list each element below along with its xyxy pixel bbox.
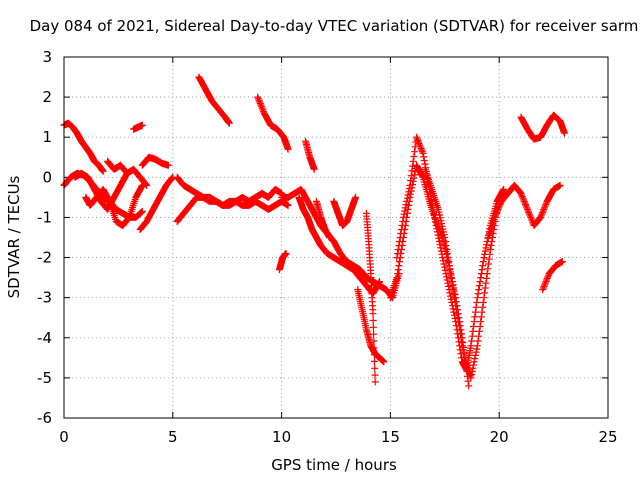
y-axis-label: SDTVAR / TECUs — [5, 175, 23, 298]
plus-markers — [278, 185, 403, 302]
series-arc-z — [539, 258, 566, 294]
series-arc-p — [302, 137, 318, 173]
series-arc-h — [138, 153, 172, 169]
x-tick-label: 25 — [598, 428, 617, 446]
x-tick-label: 5 — [168, 428, 178, 446]
series-arc-x — [484, 181, 564, 241]
plus-markers — [363, 209, 379, 386]
series-arc-i — [173, 193, 292, 225]
plus-markers — [138, 153, 172, 169]
series-arc-g — [136, 173, 177, 233]
series-arc-w — [421, 165, 501, 382]
y-tick-label: 2 — [42, 88, 52, 106]
series-arc-e — [104, 157, 151, 189]
x-axis-label: GPS time / hours — [271, 456, 397, 474]
series-arc-r — [330, 193, 360, 229]
data-points — [60, 73, 568, 390]
plus-markers — [130, 121, 146, 133]
y-tick-labels: -6 -5 -4 -3 -2 -1 0 1 2 3 — [37, 48, 52, 427]
plus-markers — [173, 173, 286, 209]
x-tick-label: 15 — [381, 428, 400, 446]
series-arc-l — [254, 93, 292, 153]
series-arc-y — [517, 111, 568, 143]
plus-markers — [82, 181, 146, 229]
y-tick-label: -6 — [37, 409, 52, 427]
series-arc-j — [173, 173, 286, 209]
y-tick-label: -4 — [37, 329, 52, 347]
plus-markers — [539, 258, 566, 294]
plus-markers — [330, 193, 360, 229]
x-tick-label: 0 — [59, 428, 69, 446]
plus-markers — [254, 93, 292, 153]
plus-markers — [312, 197, 333, 241]
axis-ticks — [63, 56, 609, 419]
series-arc-m — [275, 250, 290, 274]
y-tick-label: -2 — [37, 249, 52, 267]
plus-markers — [104, 157, 151, 189]
series-arc-k — [195, 73, 233, 127]
y-tick-label: -1 — [37, 208, 52, 226]
y-tick-label: 1 — [42, 128, 52, 146]
x-tick-label: 20 — [490, 428, 509, 446]
plus-markers — [421, 165, 501, 382]
plus-markers — [302, 137, 318, 173]
x-tick-label: 10 — [272, 428, 291, 446]
series-arc-q — [312, 197, 333, 241]
series-arc-n — [278, 185, 403, 302]
plus-markers — [275, 250, 290, 274]
series-arc-d — [82, 181, 146, 229]
series-arc-f — [130, 121, 146, 133]
plus-markers — [136, 173, 177, 233]
plus-markers — [195, 73, 233, 127]
series-arc-a — [60, 119, 107, 175]
plus-markers — [173, 193, 292, 225]
grid — [64, 57, 608, 418]
y-tick-label: -5 — [37, 369, 52, 387]
series-arc-t — [363, 209, 379, 386]
chart-title: Day 084 of 2021, Sidereal Day-to-day VTE… — [30, 17, 639, 35]
y-tick-label: 0 — [42, 168, 52, 186]
plot-frame — [63, 56, 609, 419]
plus-markers — [60, 119, 107, 175]
plus-markers — [484, 181, 564, 241]
y-tick-label: 3 — [42, 48, 52, 66]
x-tick-labels: 0 5 10 15 20 25 — [59, 428, 617, 446]
plus-markers — [517, 111, 568, 143]
y-tick-label: -3 — [37, 289, 52, 307]
